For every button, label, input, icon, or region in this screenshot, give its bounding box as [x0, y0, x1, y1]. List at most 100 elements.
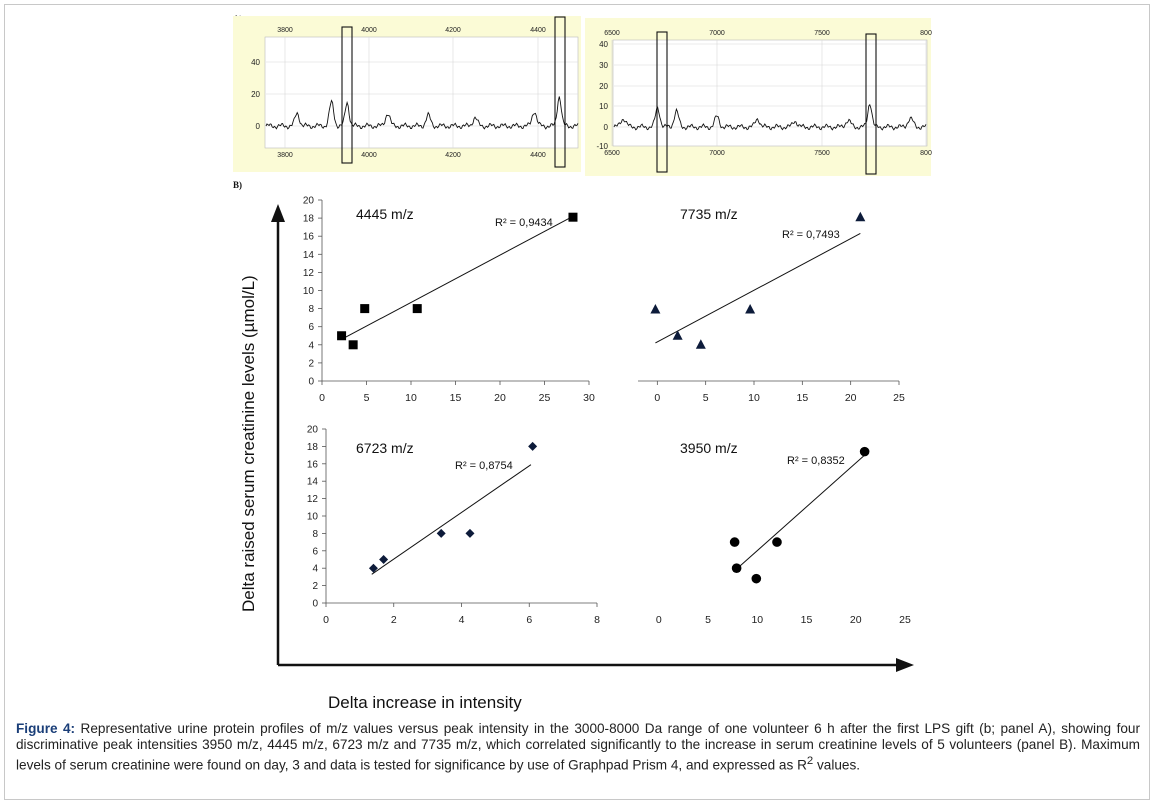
figure-frame: [4, 4, 1150, 800]
spectrum-y-tick-label: 0: [256, 122, 261, 131]
caption-tail: values.: [813, 757, 861, 773]
chart-title: 4445 m/z: [356, 206, 414, 222]
spectrum-right: 6500 6500 7000 7000 7500 7500 800 800 40 30 20 10 0 -…: [596, 30, 932, 175]
spectrum-bottom-tick-label: 4000: [361, 152, 377, 159]
chart-y-tick-label: 12: [307, 494, 319, 505]
data-point-triangle: [745, 304, 756, 314]
figure-caption: Figure 4: Representative urine protein p…: [16, 721, 1140, 774]
data-point-square: [348, 340, 358, 350]
spectrum-top-tick-label: 4200: [445, 27, 461, 34]
chart-y-tick-label: 2: [308, 358, 314, 369]
spectrum-y-tick-label: 40: [251, 58, 260, 67]
chart-x-tick-label: 25: [539, 392, 551, 404]
chart-x-tick-label: 20: [845, 392, 857, 404]
scatter-chart-3: 0 2 4 6 8 10 12 14 16 18 20 0 2 4 6 8 6723 m/z R² = 0,875…: [307, 425, 600, 627]
spectrum-bottom-tick-label: 4200: [445, 152, 461, 159]
chart-x-tick-label: 10: [405, 392, 417, 404]
chart-r2-label: R² = 0,8754: [455, 460, 513, 472]
spectrum-bottom-tick-label: 800: [920, 150, 932, 157]
spectrum-top-tick-label: 6500: [604, 30, 620, 37]
chart-x-tick-label: 15: [450, 392, 462, 404]
spectrum-left: 3800 3800 4000 4000 4200 4200 4400 4400 40 20 0: [251, 16, 579, 168]
data-point-circle: [729, 537, 740, 547]
data-point-diamond: [528, 441, 538, 451]
x-axis-label: Delta increase in intensity: [328, 693, 522, 712]
chart-y-tick-label: 16: [303, 232, 315, 243]
chart-y-tick-label: 2: [312, 581, 318, 592]
chart-y-tick-label: 0: [312, 599, 318, 610]
chart-x-tick-label: 15: [796, 392, 808, 404]
data-point-square: [360, 304, 370, 314]
chart-x-tick-label: 8: [594, 614, 600, 626]
y-axis-arrowhead: [271, 204, 285, 222]
chart-title: 6723 m/z: [356, 440, 414, 456]
spectrum-bottom-tick-label: 4400: [530, 152, 546, 159]
chart-x-tick-label: 5: [364, 392, 370, 404]
caption-sup: 2: [806, 755, 814, 767]
chart-x-tick-label: 4: [459, 614, 465, 626]
chart-x-tick-label: 5: [705, 614, 711, 626]
chart-x-tick-label: 25: [893, 392, 905, 404]
chart-y-tick-label: 4: [312, 564, 318, 575]
chart-y-tick-label: 10: [303, 286, 315, 297]
chart-x-tick-label: 30: [583, 392, 595, 404]
data-point-triangle: [650, 304, 661, 314]
chart-x-tick-label: 0: [654, 392, 660, 404]
spectrum-left-plot: [264, 36, 579, 149]
data-point-diamond: [465, 528, 475, 538]
chart-y-tick-label: 20: [303, 196, 315, 207]
trend-line: [341, 215, 574, 340]
chart-y-tick-label: 12: [303, 268, 315, 279]
data-point-diamond: [436, 528, 446, 538]
data-point-square: [568, 212, 578, 222]
data-point-circle: [731, 563, 742, 573]
spectrum-right-plot: [612, 39, 928, 147]
chart-x-tick-label: 6: [526, 614, 532, 626]
spectrum-top-tick-label: 7500: [814, 30, 830, 37]
chart-x-tick-label: 10: [748, 392, 760, 404]
spectrum-y-tick-label: 30: [599, 61, 608, 70]
data-point-circle: [772, 537, 782, 547]
spectrum-y-tick-label: 20: [251, 90, 260, 99]
chart-y-tick-label: 6: [308, 322, 314, 333]
chart-x-tick-label: 25: [899, 614, 911, 626]
chart-r2-label: R² = 0,8352: [787, 455, 845, 467]
chart-y-tick-label: 10: [307, 512, 319, 523]
chart-x-tick-label: 2: [391, 614, 397, 626]
spectrum-y-tick-label: -10: [596, 142, 608, 151]
peak-highlight-box: [865, 33, 877, 175]
spectrum-bottom-tick-label: 3800: [277, 152, 293, 159]
spectrum-top-tick-label: 7000: [709, 30, 725, 37]
trend-line: [371, 464, 532, 575]
peak-highlight-box: [341, 26, 353, 164]
chart-x-tick-label: 20: [850, 614, 862, 626]
trend-line: [734, 454, 865, 572]
spectrum-y-tick-label: 40: [599, 40, 608, 49]
spectrum-y-tick-label: 0: [604, 123, 609, 132]
spectrum-y-tick-label: 10: [599, 102, 608, 111]
data-point-triangle: [695, 339, 706, 349]
spectrum-bottom-tick-label: 6500: [604, 150, 620, 157]
scatter-chart-2: 0 5 10 15 20 25 7735 m/z R² = 0,7493: [638, 206, 905, 404]
chart-x-tick-label: 20: [494, 392, 506, 404]
data-point-square: [337, 331, 347, 341]
data-point-diamond: [368, 563, 378, 573]
caption-lead: Figure 4:: [16, 721, 76, 736]
data-point-circle: [751, 573, 762, 584]
chart-x-tick-label: 0: [323, 614, 329, 626]
spectrum-top-tick-label: 4400: [530, 27, 546, 34]
chart-y-tick-label: 18: [307, 442, 319, 453]
chart-x-tick-label: 15: [801, 614, 813, 626]
spectrum-top-tick-label: 4000: [361, 27, 377, 34]
data-point-diamond: [379, 555, 389, 564]
chart-x-tick-label: 10: [751, 614, 763, 626]
chart-x-tick-label: 0: [656, 614, 662, 626]
spectrum-trace: [265, 96, 579, 130]
y-axis-label: Delta raised serum creatinine levels (µm…: [239, 275, 258, 612]
chart-y-tick-label: 4: [308, 340, 314, 351]
chart-title: 3950 m/z: [680, 440, 738, 456]
x-axis-arrowhead: [896, 658, 914, 672]
chart-title: 7735 m/z: [680, 206, 738, 222]
spectrum-bottom-tick-label: 7500: [814, 150, 830, 157]
